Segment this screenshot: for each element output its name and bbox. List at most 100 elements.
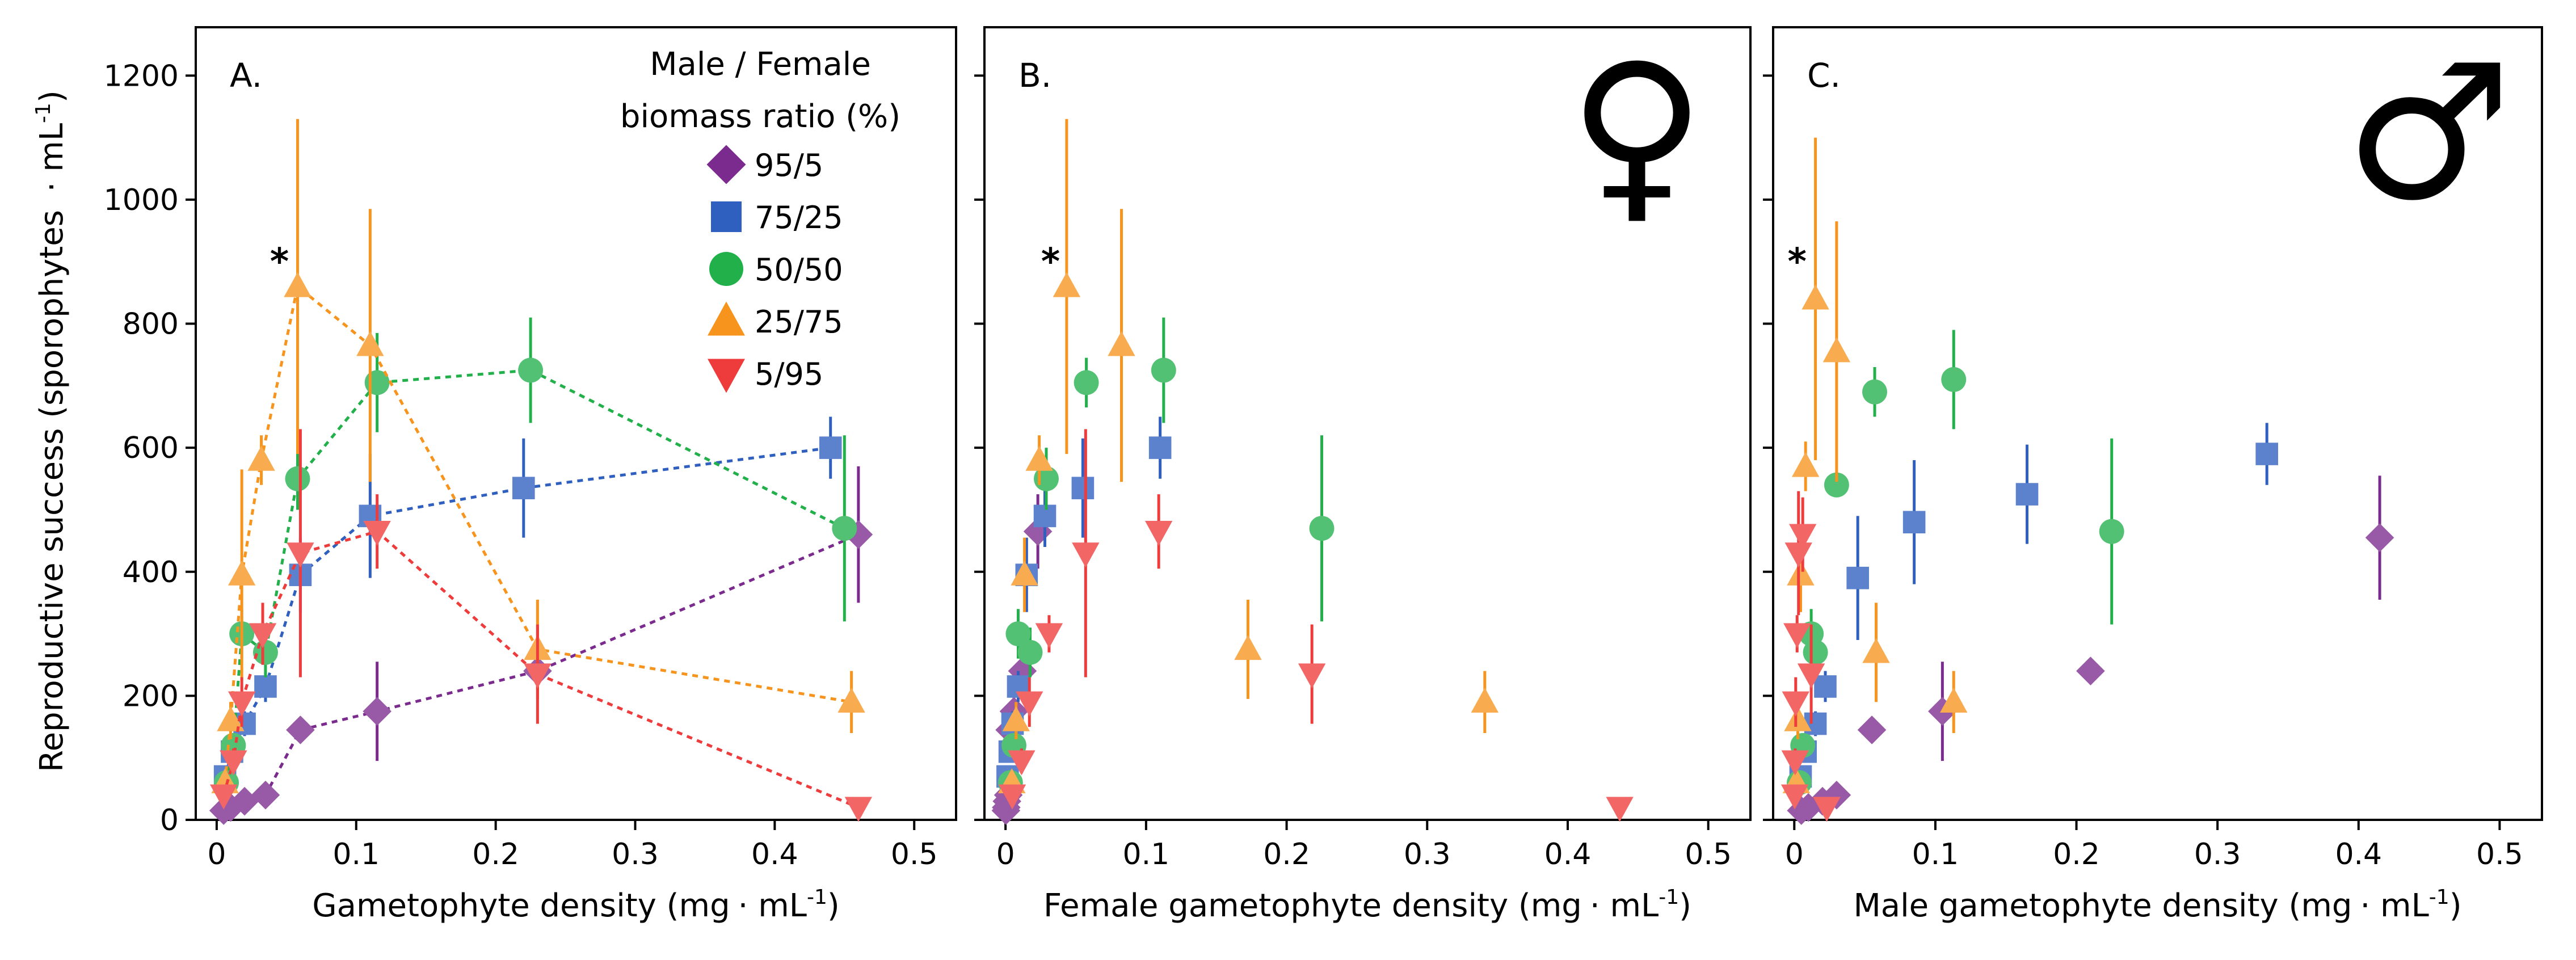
y-tick-label: 1000 bbox=[104, 183, 179, 217]
y-axis-label: Reproductive success (sporophytes · mL-1… bbox=[32, 90, 70, 772]
data-point bbox=[209, 784, 238, 810]
data-point bbox=[518, 357, 544, 383]
series-25-75 bbox=[1782, 137, 1968, 794]
x-tick-label: 0 bbox=[1785, 837, 1804, 871]
significance-annotation: * bbox=[270, 241, 289, 283]
data-point bbox=[1814, 675, 1837, 698]
legend: Male / Female biomass ratio (%) 95/5 75/2… bbox=[620, 46, 900, 393]
series-50-50 bbox=[997, 317, 1335, 795]
y-tick-label: 400 bbox=[123, 555, 179, 590]
data-point bbox=[1782, 691, 1809, 717]
panels: 0 0.1 0.2 0.3 0.4 0.5 0 200 400 600 800 1000 1200 Gam… bbox=[104, 24, 2543, 924]
x-tick-label: 0.4 bbox=[1544, 837, 1592, 871]
data-point bbox=[228, 691, 256, 717]
data-point bbox=[2099, 519, 2124, 544]
series-5-95 bbox=[998, 429, 1634, 822]
data-point bbox=[230, 786, 259, 816]
data-point bbox=[1606, 797, 1634, 822]
data-point bbox=[220, 750, 247, 776]
series-line bbox=[225, 368, 845, 783]
data-point bbox=[1813, 797, 1841, 822]
data-point bbox=[1781, 784, 1809, 810]
data-point bbox=[1801, 284, 1829, 310]
data-point bbox=[1787, 560, 1815, 586]
data-point bbox=[1862, 638, 1890, 663]
data-point bbox=[254, 675, 277, 698]
y-tick-label: 800 bbox=[123, 308, 179, 342]
y-axis-label-sup: -1 bbox=[32, 103, 55, 123]
data-point bbox=[1008, 750, 1036, 776]
x-axis-label-sup: -1 bbox=[1659, 886, 1679, 909]
data-point bbox=[1471, 688, 1499, 713]
series-5-95 bbox=[1781, 491, 1841, 822]
data-point bbox=[832, 516, 857, 541]
x-axis-label: Male gametophyte density (mg · mL-1) bbox=[1853, 886, 2461, 924]
data-point bbox=[356, 331, 384, 356]
x-axis-label-unit: · mL bbox=[738, 887, 807, 924]
male-symbol-icon: ♂ bbox=[2345, 24, 2512, 242]
series-75-25 bbox=[996, 416, 1172, 788]
legend-label: 50/50 bbox=[755, 252, 843, 288]
panel-2: 0 0.1 0.2 0.3 0.4 0.5 Female gametophyte densi… bbox=[974, 24, 1752, 924]
data-point bbox=[1072, 542, 1100, 568]
legend-title-line1: Male / Female bbox=[650, 46, 871, 83]
data-point bbox=[819, 436, 842, 459]
legend-title-line2: biomass ratio (%) bbox=[620, 98, 900, 135]
panel-label: C. bbox=[1807, 56, 1841, 95]
x-axis-label-unit: · mL bbox=[1590, 887, 1659, 924]
x-axis-label-main: Male gametophyte density (mg bbox=[1853, 887, 2352, 924]
x-tick-label: 0.3 bbox=[1404, 837, 1451, 871]
data-point bbox=[1781, 750, 1809, 776]
x-tick-label: 0.5 bbox=[2476, 837, 2523, 871]
legend-label: 25/75 bbox=[755, 304, 843, 340]
data-point bbox=[1824, 472, 1849, 498]
data-point bbox=[284, 272, 312, 297]
x-tick-label: 0 bbox=[207, 837, 226, 871]
x-tick-label: 0.4 bbox=[2335, 837, 2382, 871]
x-tick-label: 0.1 bbox=[332, 837, 380, 871]
data-point bbox=[249, 623, 277, 649]
x-axis-label: Female gametophyte density (mg · mL-1) bbox=[1043, 886, 1691, 924]
data-point bbox=[1309, 516, 1335, 541]
x-axis-label-main: Gametophyte density (mg bbox=[312, 887, 730, 924]
data-point bbox=[1011, 560, 1038, 586]
data-point bbox=[1071, 477, 1095, 499]
panel-frame bbox=[195, 26, 957, 821]
data-point bbox=[1940, 688, 1968, 713]
data-point bbox=[2076, 656, 2105, 685]
data-point bbox=[285, 466, 310, 491]
x-axis-label-close: ) bbox=[1679, 887, 1691, 924]
y-axis-label-close: ) bbox=[33, 90, 70, 103]
y-tick-label: 600 bbox=[123, 431, 179, 465]
x-tick-label: 0.1 bbox=[1912, 837, 1959, 871]
x-tick-label: 0.3 bbox=[612, 837, 659, 871]
panel-1: 0 0.1 0.2 0.3 0.4 0.5 0 200 400 600 800 1000 1200 Gam… bbox=[104, 26, 957, 924]
data-point bbox=[1148, 436, 1172, 459]
data-point bbox=[1794, 793, 1823, 822]
data-point bbox=[1234, 635, 1262, 660]
significance-annotation: * bbox=[1788, 241, 1807, 283]
data-point bbox=[363, 697, 392, 726]
data-point bbox=[363, 521, 391, 546]
data-point bbox=[1797, 663, 1825, 689]
data-point bbox=[837, 688, 865, 713]
panel-frame bbox=[983, 26, 1752, 821]
x-tick-label: 0.3 bbox=[2194, 837, 2241, 871]
data-point bbox=[1025, 445, 1053, 471]
data-point bbox=[1002, 706, 1030, 731]
y-tick-label: 0 bbox=[160, 803, 179, 837]
x-axis-label-main: Female gametophyte density (mg bbox=[1043, 887, 1582, 924]
data-point bbox=[1016, 691, 1043, 717]
x-axis-label: Gametophyte density (mg · mL-1) bbox=[312, 886, 840, 924]
data-point bbox=[998, 784, 1026, 810]
data-point bbox=[252, 639, 278, 665]
data-point bbox=[217, 706, 245, 731]
legend-marker-25-75 bbox=[708, 301, 745, 336]
data-point bbox=[844, 797, 873, 822]
data-point bbox=[251, 780, 280, 810]
legend-marker-95-5 bbox=[706, 145, 746, 184]
x-tick-label: 0.2 bbox=[1263, 837, 1310, 871]
data-point bbox=[1784, 542, 1812, 568]
data-point bbox=[1144, 521, 1173, 546]
x-axis-label-unit: · mL bbox=[2360, 887, 2428, 924]
